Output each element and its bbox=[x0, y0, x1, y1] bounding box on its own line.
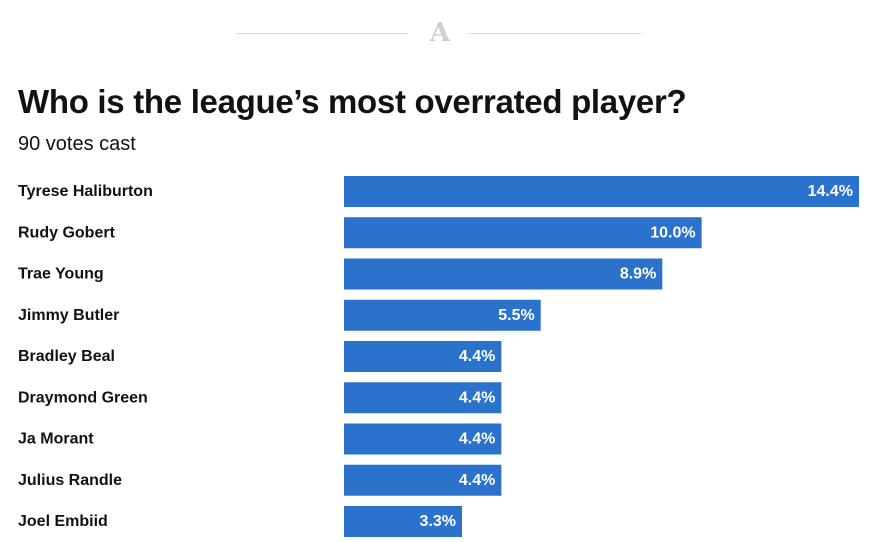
chart-subtitle: 90 votes cast bbox=[18, 133, 136, 155]
bar bbox=[344, 217, 702, 249]
bar-value-label: 10.0% bbox=[650, 224, 695, 241]
bar-value-label: 14.4% bbox=[808, 183, 853, 200]
category-label: Tyrese Haliburton bbox=[18, 183, 153, 200]
bar bbox=[344, 423, 502, 455]
chart-title: Who is the league’s most overrated playe… bbox=[18, 83, 687, 120]
category-label: Joel Embiid bbox=[18, 513, 108, 530]
bar-value-label: 4.4% bbox=[459, 472, 495, 489]
category-label: Ja Morant bbox=[18, 431, 94, 448]
header-rule-right bbox=[469, 33, 641, 34]
category-label: Draymond Green bbox=[18, 389, 148, 406]
category-label: Trae Young bbox=[18, 266, 104, 283]
bar bbox=[344, 341, 502, 372]
bar-value-label: 3.3% bbox=[420, 513, 456, 530]
bar-value-label: 8.9% bbox=[620, 266, 656, 283]
category-label: Jimmy Butler bbox=[18, 307, 119, 324]
bar bbox=[344, 176, 859, 207]
bar bbox=[344, 506, 463, 537]
category-label: Bradley Beal bbox=[18, 348, 115, 365]
header-rule-left bbox=[236, 33, 408, 34]
bar-value-label: 4.4% bbox=[459, 389, 495, 406]
bar bbox=[344, 464, 502, 496]
bar-value-label: 4.4% bbox=[459, 348, 495, 365]
category-label: Rudy Gobert bbox=[18, 224, 116, 241]
bar bbox=[344, 382, 502, 414]
athletic-logo-icon: A bbox=[429, 18, 451, 48]
bar bbox=[344, 299, 541, 331]
bar bbox=[344, 258, 663, 290]
bar-value-label: 4.4% bbox=[459, 431, 495, 448]
category-label: Julius Randle bbox=[18, 472, 122, 489]
bar-value-label: 5.5% bbox=[498, 307, 534, 324]
